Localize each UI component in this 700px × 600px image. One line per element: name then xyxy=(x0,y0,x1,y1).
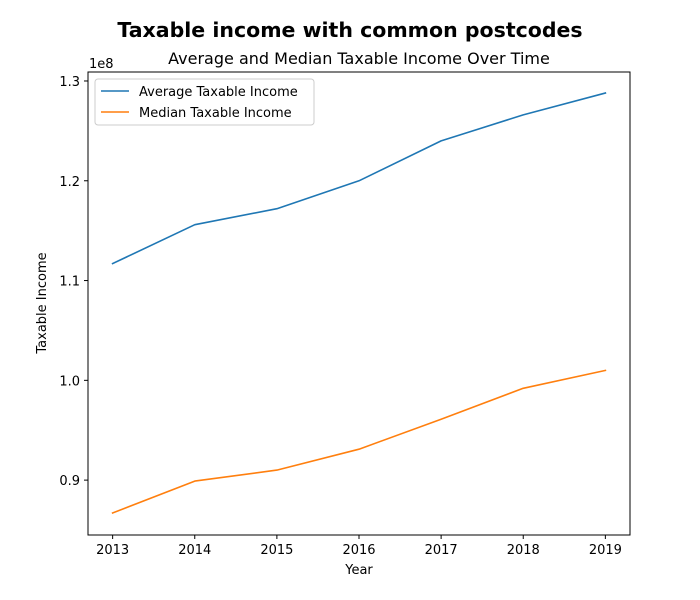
figure-suptitle: Taxable income with common postcodes xyxy=(117,18,582,42)
y-tick-label: 1.1 xyxy=(59,275,80,290)
x-tick-label: 2013 xyxy=(96,543,129,558)
x-tick-label: 2015 xyxy=(260,543,293,558)
y-tick-label: 1.0 xyxy=(59,374,80,389)
legend: Average Taxable Income Median Taxable Inc… xyxy=(94,78,315,126)
x-tick-label: 2019 xyxy=(589,543,622,558)
series-line-median xyxy=(111,369,607,515)
x-tick-label: 2014 xyxy=(178,543,211,558)
y-axis-offset-label: 1e8 xyxy=(89,57,114,72)
x-axis-label: Year xyxy=(344,563,373,578)
chart-title: Average and Median Taxable Income Over T… xyxy=(168,49,550,68)
plot-frame xyxy=(87,71,631,536)
series-line-average xyxy=(111,92,607,265)
x-tick-label: 2017 xyxy=(425,543,458,558)
y-tick-label: 1.2 xyxy=(59,175,80,190)
x-tick-label: 2016 xyxy=(342,543,375,558)
legend-label: Average Taxable Income xyxy=(139,85,298,100)
x-tick-label: 2018 xyxy=(507,543,540,558)
plot-area: 2013 2014 2015 2016 2017 2018 2019 0.9 1.0 1.1 1.2… xyxy=(59,71,631,558)
y-axis-label: Taxable Income xyxy=(35,252,50,354)
legend-box xyxy=(94,78,315,126)
y-tick-label: 1.3 xyxy=(59,75,80,90)
legend-label: Median Taxable Income xyxy=(139,106,292,121)
y-tick-label: 0.9 xyxy=(59,474,80,489)
